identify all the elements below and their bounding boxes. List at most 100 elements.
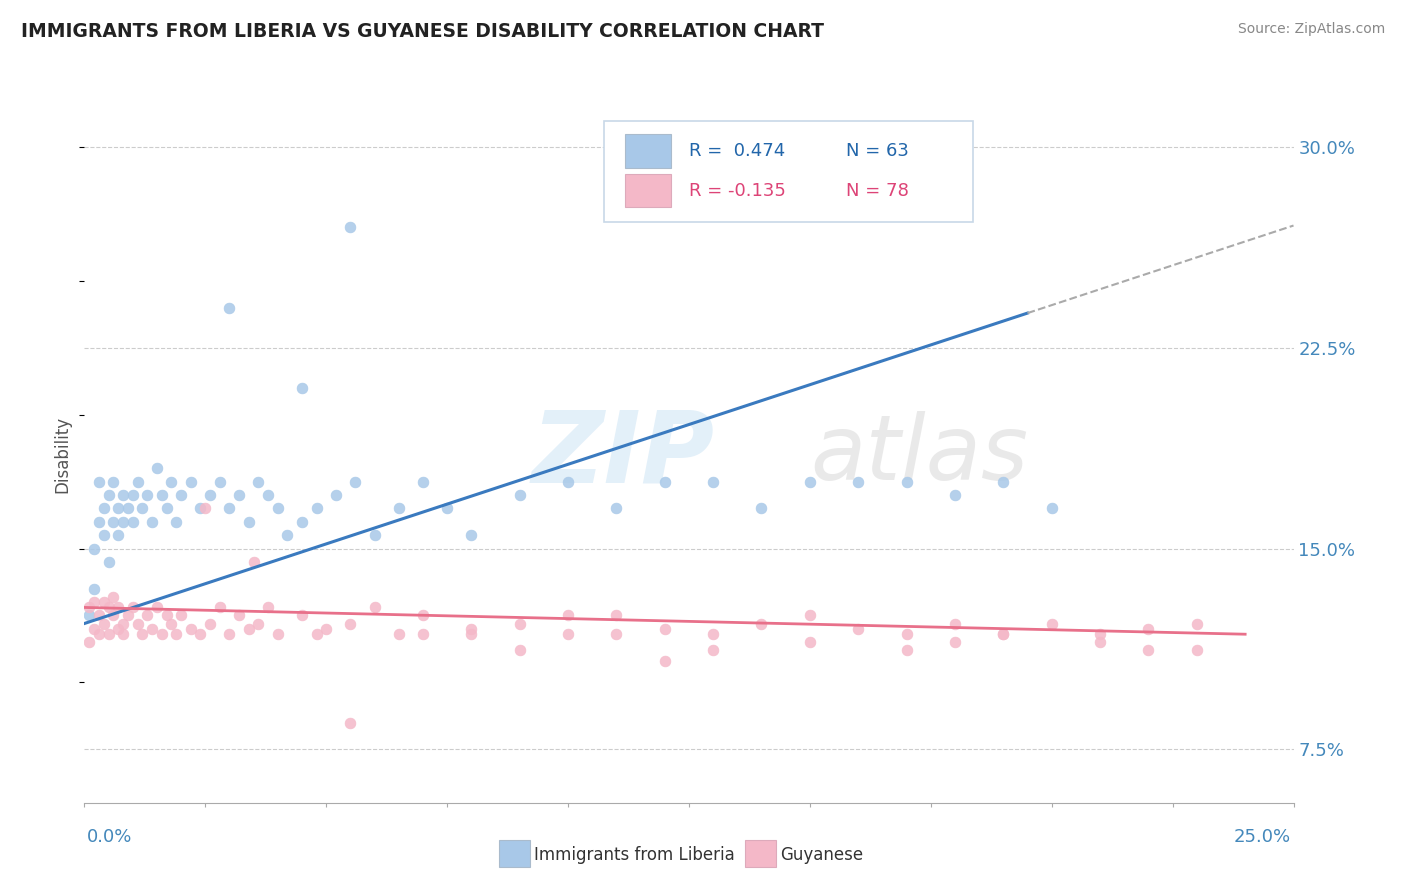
Point	[509, 643, 531, 657]
Point	[1088, 635, 1111, 649]
Text: Immigrants from Liberia: Immigrants from Liberia	[534, 846, 735, 863]
Text: atlas: atlas	[810, 411, 1028, 499]
Point	[107, 501, 129, 516]
Point	[180, 475, 202, 489]
Point	[557, 627, 579, 641]
Point	[127, 616, 149, 631]
Bar	[624, 174, 671, 207]
Point	[218, 301, 240, 315]
Point	[305, 501, 328, 516]
Point	[436, 501, 458, 516]
Point	[344, 475, 367, 489]
FancyBboxPatch shape	[605, 121, 973, 222]
Point	[247, 475, 270, 489]
Point	[291, 608, 314, 623]
Point	[388, 627, 411, 641]
Point	[257, 600, 280, 615]
Point	[605, 501, 627, 516]
Point	[155, 501, 177, 516]
Point	[412, 627, 434, 641]
Point	[1040, 616, 1063, 631]
Point	[93, 501, 115, 516]
Point	[198, 616, 221, 631]
Point	[751, 616, 773, 631]
Point	[247, 616, 270, 631]
Point	[943, 488, 966, 502]
Point	[77, 600, 100, 615]
Point	[238, 622, 260, 636]
Point	[218, 627, 240, 641]
Point	[1185, 643, 1208, 657]
Point	[103, 590, 125, 604]
Point	[325, 488, 347, 502]
Point	[165, 515, 187, 529]
Point	[112, 488, 135, 502]
Point	[83, 622, 105, 636]
Point	[121, 488, 143, 502]
Point	[1088, 627, 1111, 641]
Point	[121, 600, 143, 615]
Point	[799, 635, 821, 649]
Point	[83, 595, 105, 609]
Point	[170, 488, 193, 502]
Point	[160, 616, 183, 631]
Point	[150, 488, 173, 502]
Point	[654, 654, 676, 668]
Point	[117, 608, 139, 623]
Point	[1137, 622, 1160, 636]
Text: IMMIGRANTS FROM LIBERIA VS GUYANESE DISABILITY CORRELATION CHART: IMMIGRANTS FROM LIBERIA VS GUYANESE DISA…	[21, 22, 824, 41]
Point	[267, 501, 290, 516]
Point	[87, 475, 110, 489]
Point	[557, 608, 579, 623]
Point	[93, 616, 115, 631]
Point	[208, 600, 231, 615]
Point	[799, 608, 821, 623]
Point	[238, 515, 260, 529]
Point	[412, 608, 434, 623]
Point	[165, 627, 187, 641]
Point	[363, 528, 385, 542]
Point	[896, 627, 918, 641]
Point	[198, 488, 221, 502]
Point	[339, 220, 361, 235]
Point	[276, 528, 298, 542]
Text: 25.0%: 25.0%	[1233, 828, 1291, 846]
Point	[305, 627, 328, 641]
Point	[846, 475, 869, 489]
Point	[363, 600, 385, 615]
Point	[846, 622, 869, 636]
Point	[77, 635, 100, 649]
Point	[654, 475, 676, 489]
Point	[87, 608, 110, 623]
Point	[180, 622, 202, 636]
Point	[702, 627, 724, 641]
Point	[97, 627, 120, 641]
Text: ZIP: ZIP	[531, 407, 714, 503]
Point	[103, 475, 125, 489]
Point	[117, 501, 139, 516]
Y-axis label: Disability: Disability	[53, 417, 72, 493]
Point	[136, 608, 159, 623]
Point	[208, 475, 231, 489]
Point	[141, 622, 163, 636]
Point	[150, 627, 173, 641]
Point	[993, 627, 1015, 641]
Text: Source: ZipAtlas.com: Source: ZipAtlas.com	[1237, 22, 1385, 37]
Point	[131, 627, 153, 641]
Point	[83, 582, 105, 596]
Point	[509, 616, 531, 631]
Point	[291, 515, 314, 529]
Point	[87, 627, 110, 641]
Point	[460, 627, 482, 641]
Point	[136, 488, 159, 502]
Point	[1185, 616, 1208, 631]
Point	[605, 608, 627, 623]
Point	[112, 616, 135, 631]
Point	[460, 622, 482, 636]
Point	[993, 627, 1015, 641]
Point	[155, 608, 177, 623]
Point	[93, 595, 115, 609]
Point	[257, 488, 280, 502]
Point	[77, 608, 100, 623]
Point	[127, 475, 149, 489]
